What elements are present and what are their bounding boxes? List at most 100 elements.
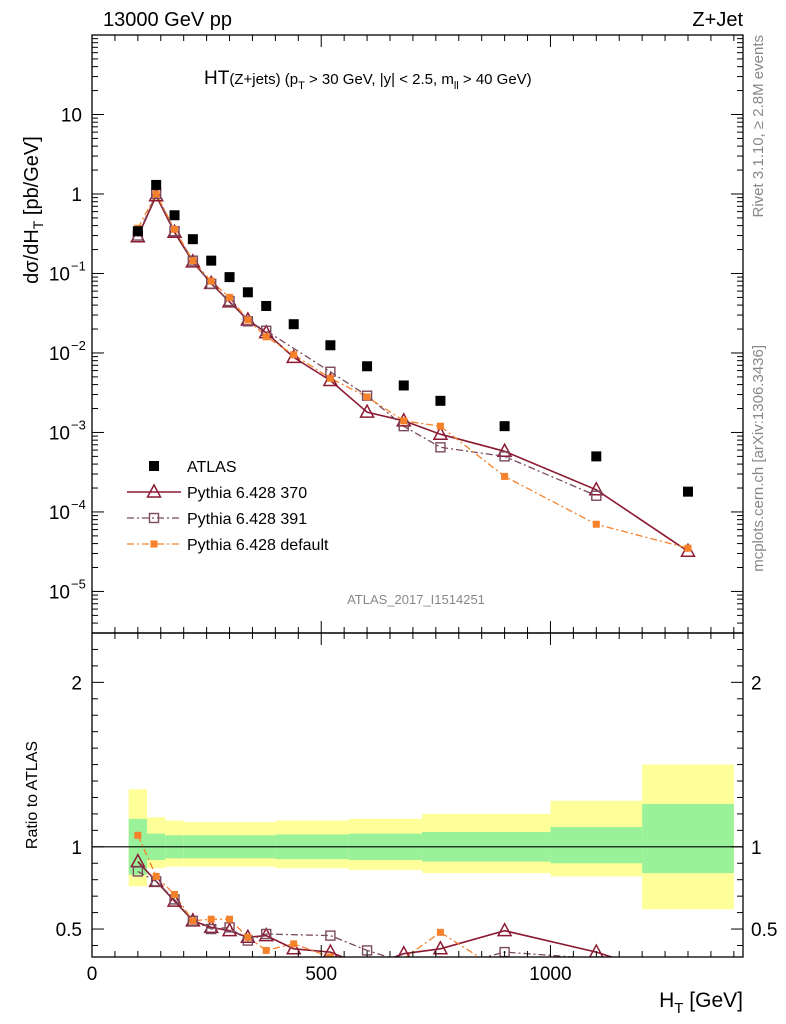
main-point-pdef (152, 190, 160, 198)
ratio-point-pdef (436, 928, 444, 936)
legend-marker-p391 (148, 512, 160, 524)
main-y-axis-label-a: dσ/dH (21, 229, 43, 284)
ratio-band-inner (642, 804, 734, 874)
main-y-axis-label: dσ/dHT [pb/GeV] (21, 136, 46, 284)
ratio-plot-area (92, 764, 743, 957)
main-point-p370 (496, 442, 513, 458)
legend-label-p391: Pythia 6.428 391 (187, 511, 307, 528)
main-y-axis-label-sub: T (30, 220, 46, 229)
main-point-atlas (169, 210, 180, 221)
ratio-point-p391 (132, 866, 144, 877)
main-y-tick-label: 1 (71, 185, 82, 206)
main-point-atlas (398, 380, 409, 391)
main-point-atlas (499, 421, 510, 432)
ratio-point-pdef (262, 946, 270, 954)
ratio-point-pdef (152, 872, 160, 880)
main-point-pdef (290, 351, 298, 359)
main-point-pdef (326, 374, 334, 382)
main-point-atlas (591, 451, 602, 462)
main-line-pdef (137, 192, 689, 549)
legend-entry-p391: Pythia 6.428 391 (127, 511, 307, 528)
ratio-point-pdef (207, 915, 215, 923)
ratio-point-p391 (187, 915, 199, 927)
ratio-point-p370 (166, 892, 183, 907)
main-point-p370 (588, 481, 605, 496)
ratio-point-p391 (325, 930, 336, 941)
ratio-point-p370 (285, 940, 302, 955)
ratio-point-pdef (326, 953, 334, 957)
main-y-tick-exponent: −1 (71, 258, 86, 273)
rivet-version-text: Rivet 3.1.10, ≥ 2.8M events (750, 35, 767, 218)
analysis-id-label: ATLAS_2017_I1514251 (347, 592, 485, 607)
x-axis-label: HT [GeV] (659, 989, 743, 1017)
ratio-point-pdef (290, 940, 298, 948)
main-point-atlas (325, 340, 336, 351)
ratio-point-p391 (205, 923, 217, 935)
x-tick-label: 0 (87, 964, 98, 985)
x-tick-label: 1000 (529, 964, 571, 985)
main-plot-area (130, 179, 696, 558)
legend-marker-p370 (146, 483, 162, 498)
main-y-tick-label: 10 (61, 105, 82, 126)
legend-entry-pdef: Pythia 6.428 default (127, 537, 329, 554)
ratio-point-p391 (261, 928, 272, 940)
main-y-tick-label: 10 (49, 423, 70, 444)
main-y-tick-exponent: −4 (71, 497, 86, 512)
ratio-y-tick-label-right: 0.5 (751, 920, 777, 941)
ratio-point-pdef (226, 915, 234, 923)
ratio-point-pdef (244, 933, 252, 941)
main-point-atlas (187, 234, 198, 245)
plot-title-main: HT (204, 68, 230, 89)
header-left: 13000 GeV pp (103, 9, 232, 31)
main-line-p391 (137, 192, 597, 497)
ratio-point-p370 (432, 940, 449, 955)
ratio-point-p370 (496, 922, 513, 937)
x-tick-label: 500 (305, 964, 337, 985)
main-point-atlas (261, 300, 272, 311)
ratio-y-tick-label: 0.5 (56, 920, 82, 941)
legend-label-p370: Pythia 6.428 370 (187, 485, 307, 502)
main-point-pdef (363, 393, 371, 401)
ratio-point-p370 (258, 927, 274, 942)
main-point-pdef (189, 257, 197, 265)
ratio-point-pdef (171, 891, 179, 899)
main-point-pdef (244, 316, 252, 324)
legend-entry-atlas: ATLAS (149, 459, 237, 476)
ratio-point-pdef (134, 831, 142, 839)
main-point-atlas (288, 319, 299, 330)
ratio-point-p370 (323, 943, 338, 957)
main-y-tick-label: 10 (49, 264, 70, 285)
main-point-atlas (151, 179, 162, 190)
plot-title-paren: (Z+jets) (p (229, 71, 298, 88)
main-point-pdef (226, 293, 234, 301)
ratio-y-tick-label-right: 2 (751, 673, 762, 694)
ratio-frame (91, 632, 744, 958)
legend-entry-p370: Pythia 6.428 370 (127, 483, 307, 502)
ratio-y-tick-label: 2 (71, 673, 82, 694)
main-point-p370 (359, 403, 375, 418)
plot-title: HT(Z+jets) (pT > 30 GeV, |y| < 2.5, mll … (204, 68, 532, 92)
main-point-pdef (400, 417, 408, 425)
ratio-y-axis-label: Ratio to ATLAS (24, 741, 41, 849)
main-point-atlas (224, 272, 235, 283)
main-point-p391 (591, 490, 602, 501)
main-point-pdef (684, 544, 692, 552)
main-y-tick-label: 10 (49, 503, 70, 524)
x-axis-label-b: [GeV] (683, 989, 743, 1012)
main-y-tick-exponent: −3 (71, 417, 86, 432)
legend-marker-atlas (149, 461, 159, 471)
main-y-tick-exponent: −2 (71, 338, 86, 353)
main-point-atlas (435, 395, 446, 406)
ratio-line-pdef (137, 835, 481, 957)
plot-title-sub-ll: ll (454, 80, 459, 92)
ratio-series-group (130, 831, 615, 957)
main-point-pdef (501, 472, 509, 480)
ratio-band-inner (550, 827, 643, 864)
main-point-atlas (682, 486, 693, 497)
main-y-tick-exponent: −5 (71, 576, 86, 591)
legend-marker-pdef (150, 540, 158, 548)
legend: ATLAS Pythia 6.428 370 Pythia 6.428 391 Pyt… (127, 459, 329, 554)
main-point-pdef (207, 277, 215, 285)
